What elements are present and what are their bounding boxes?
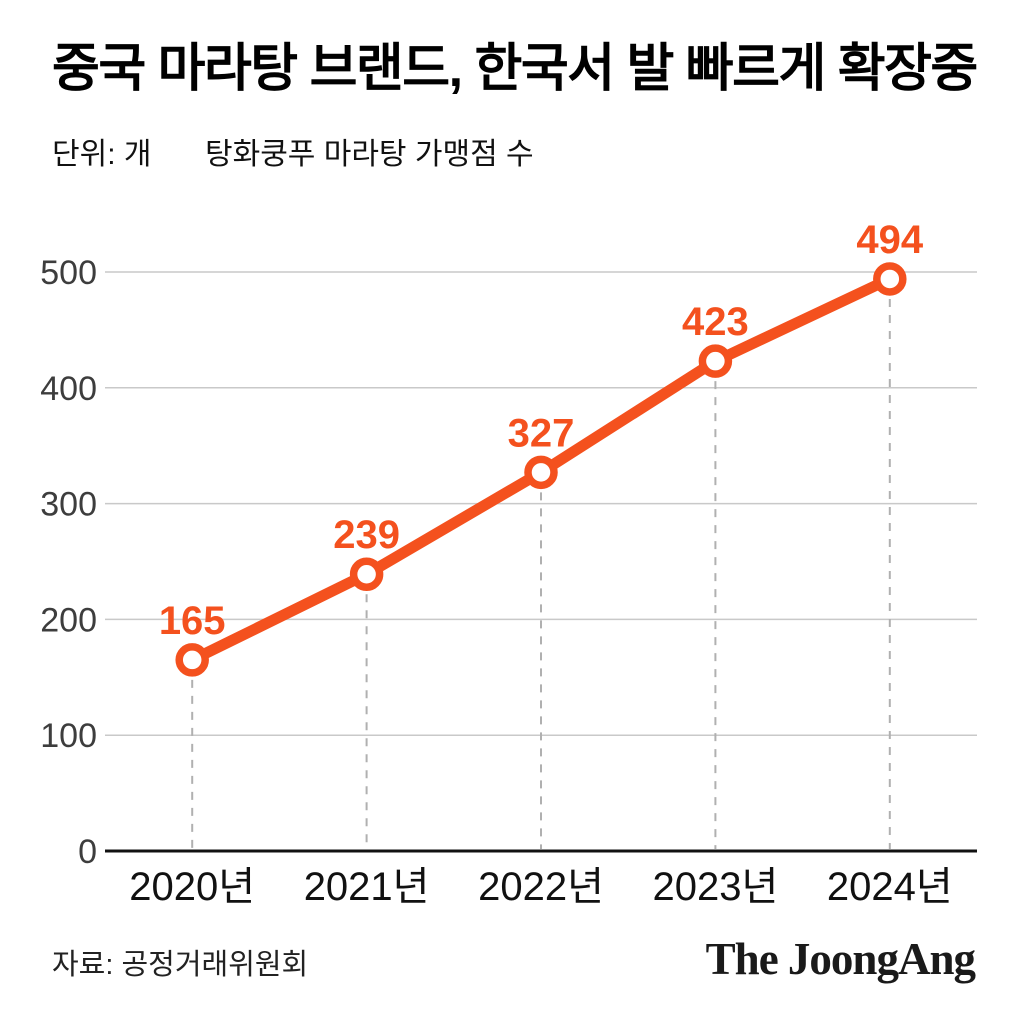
value-label: 423	[682, 300, 749, 344]
x-tick-label: 2023년	[653, 865, 779, 909]
value-label: 239	[333, 513, 400, 557]
x-tick-label: 2024년	[827, 865, 953, 909]
publisher-logo: The JoongAng	[705, 934, 976, 984]
x-tick-label: 2020년	[129, 865, 255, 909]
unit-label: 단위: 개	[52, 138, 152, 171]
source-label: 자료: 공정거래위원회	[52, 949, 309, 981]
value-label: 327	[508, 411, 575, 455]
data-point	[698, 344, 733, 378]
chart-title: 중국 마라탕 브랜드, 한국서 발 빠르게 확장중	[52, 40, 978, 98]
x-tick-label: 2022년	[478, 865, 604, 909]
series-label: 탕화쿵푸 마라탕 가맹점 수	[205, 138, 534, 171]
data-point	[873, 262, 907, 296]
y-tick-label: 100	[40, 717, 97, 755]
y-tick-label: 400	[40, 370, 97, 408]
y-tick-label: 300	[40, 486, 97, 524]
value-label: 494	[856, 218, 923, 262]
x-tick-label: 2021년	[304, 865, 430, 909]
value-label: 165	[159, 599, 226, 643]
data-point	[349, 557, 384, 591]
data-point	[524, 455, 558, 490]
data-point	[175, 643, 209, 677]
y-tick-label: 500	[40, 254, 97, 292]
y-tick-label: 200	[40, 601, 97, 639]
y-tick-label: 0	[78, 833, 97, 871]
